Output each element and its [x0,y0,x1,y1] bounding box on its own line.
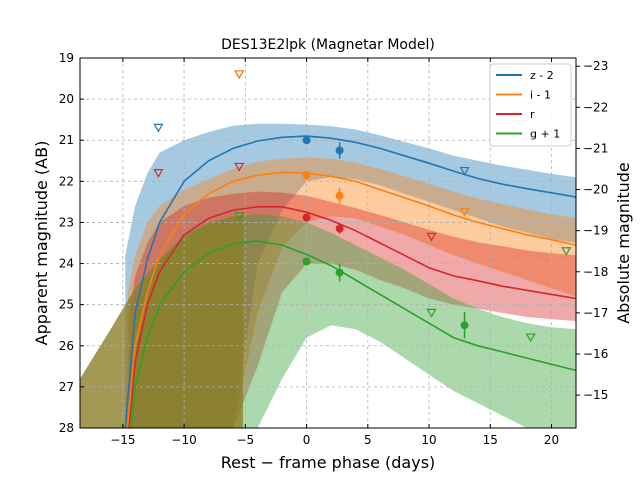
upper-limit-0-0 [153,123,164,133]
upper-limit-2-2 [426,232,437,242]
x-tick-label-1: −10 [171,433,196,447]
y-right-tick-label-7: −16 [583,347,608,361]
legend-box [489,63,572,147]
data-point-1-0 [302,171,311,180]
y-tick-label-6: 25 [59,298,74,312]
y-right-tick-label-4: −19 [583,224,608,238]
upper-limit-3-3 [561,247,572,256]
model-line-0 [124,135,577,429]
upper-limit-2-0 [153,169,164,178]
upper-limit-3-0 [234,212,245,221]
data-point-2-0 [302,213,311,222]
legend-label-2: r [530,108,535,121]
y-axis-label: Apparent magnitude (AB) [32,141,51,346]
y-right-tick-label-1: −22 [583,100,608,114]
overlap-region [80,216,243,428]
x-tick-label-0: −15 [110,433,135,447]
x-tick-label-2: −5 [236,433,254,447]
y-tick-label-4: 23 [59,215,74,229]
y-tick-label-8: 27 [59,380,74,394]
upper-limit-2-1 [234,162,245,172]
y-tick-label-3: 22 [59,174,74,188]
chart-title: DES13E2lpk (Magnetar Model) [221,37,435,53]
x-tick-label-5: 10 [421,433,436,447]
data-point-3-1 [335,268,344,277]
upper-limit-0-2 [459,166,470,176]
y-right-tick-label-5: −18 [583,265,608,279]
model-line-3 [130,240,577,429]
model-lines [124,135,577,429]
upper-limit-1-1 [459,208,470,217]
data-point-3-2 [460,321,469,330]
legend-label-0: z - 2 [530,69,554,82]
y-right-tick-label-3: −20 [583,183,608,197]
model-line-1 [127,171,577,429]
y-right-tick-label-6: −17 [583,306,608,320]
x-axis-label: Rest − frame phase (days) [221,453,436,472]
data-point-0-0 [302,136,311,145]
x-tick-label-7: 20 [544,433,559,447]
upper-limit-3-2 [525,333,536,343]
upper-limit-3-1 [426,308,437,318]
legend-label-1: i - 1 [530,89,551,102]
x-tick-label-6: 15 [483,433,498,447]
y-tick-label-1: 20 [59,92,74,106]
model-line-2 [128,206,577,429]
y-right-tick-label-8: −15 [583,388,608,402]
data-markers [153,70,572,343]
y-right-tick-label-2: −21 [583,141,608,155]
y-right-axis-label: Absolute magnitude [614,162,633,324]
legend: z - 2 i - 1 r g + 1 [489,63,572,147]
plot-frame [79,57,577,429]
y-right-tick-label-0: −23 [583,59,608,73]
data-point-3-0 [302,257,311,266]
y-tick-label-7: 26 [59,339,74,353]
x-tick-label-3: 0 [303,433,311,447]
y-tick-label-9: 28 [59,421,74,435]
data-point-2-1 [335,224,344,233]
y-tick-label-0: 19 [59,51,74,65]
legend-label-3: g + 1 [530,128,560,141]
y-tick-label-5: 24 [59,257,74,271]
x-tick-label-4: 5 [364,433,372,447]
data-point-0-1 [335,146,344,155]
axes: −15 −10 −5 0 5 10 15 20 19 20 21 22 23 24 25 26 27 28 −23 −… [59,51,609,447]
data-point-1-1 [335,191,344,200]
y-tick-label-2: 21 [59,133,74,147]
upper-limit-1-0 [234,70,245,80]
model-uncertainty-bands [80,123,577,429]
